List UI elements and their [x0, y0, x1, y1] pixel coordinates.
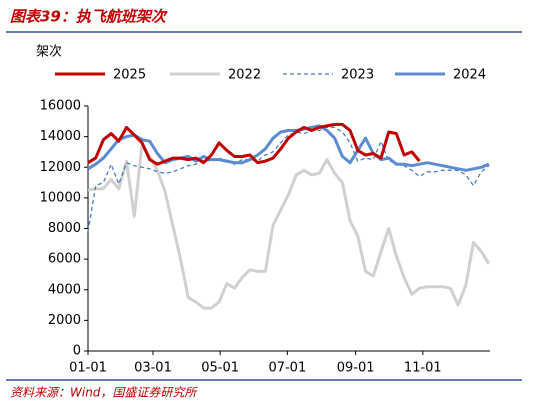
- series-line: [87, 122, 421, 166]
- legend-label: 2025: [113, 68, 146, 83]
- legend-label: 2023: [341, 68, 374, 83]
- series-line: [87, 124, 490, 172]
- legend-label: 2024: [453, 68, 486, 83]
- y-tick-label: 2000: [48, 313, 81, 328]
- y-tick-label: 0: [73, 344, 81, 359]
- x-tick-label: 07-01: [268, 361, 306, 376]
- chart-title: 图表39：执飞航班架次: [10, 8, 168, 26]
- x-tick-label: 03-01: [134, 361, 172, 376]
- y-axis-label: 架次: [36, 44, 62, 60]
- x-tick-label: 09-01: [337, 361, 375, 376]
- series-line: [87, 142, 491, 310]
- y-tick-label: 12000: [40, 160, 81, 175]
- x-tick-label: 11-01: [404, 361, 442, 376]
- source: 资料来源：Wind，国盛证券研究所: [10, 386, 198, 400]
- legend-label: 2022: [228, 68, 261, 83]
- y-tick-label: 16000: [40, 99, 81, 114]
- y-tick-label: 8000: [48, 221, 81, 236]
- x-tick-label: 01-01: [69, 361, 107, 376]
- y-tick-label: 14000: [40, 129, 81, 144]
- x-tick-label: 05-01: [201, 361, 239, 376]
- y-tick-label: 6000: [48, 252, 81, 267]
- y-tick-label: 10000: [40, 190, 81, 205]
- y-tick-label: 4000: [48, 282, 81, 297]
- series-line: [87, 126, 490, 232]
